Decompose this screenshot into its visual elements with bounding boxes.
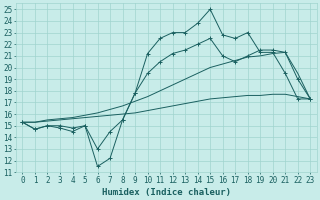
X-axis label: Humidex (Indice chaleur): Humidex (Indice chaleur) [102,188,231,197]
